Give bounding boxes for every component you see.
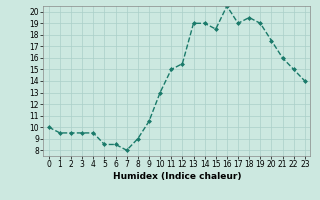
X-axis label: Humidex (Indice chaleur): Humidex (Indice chaleur) xyxy=(113,172,241,181)
